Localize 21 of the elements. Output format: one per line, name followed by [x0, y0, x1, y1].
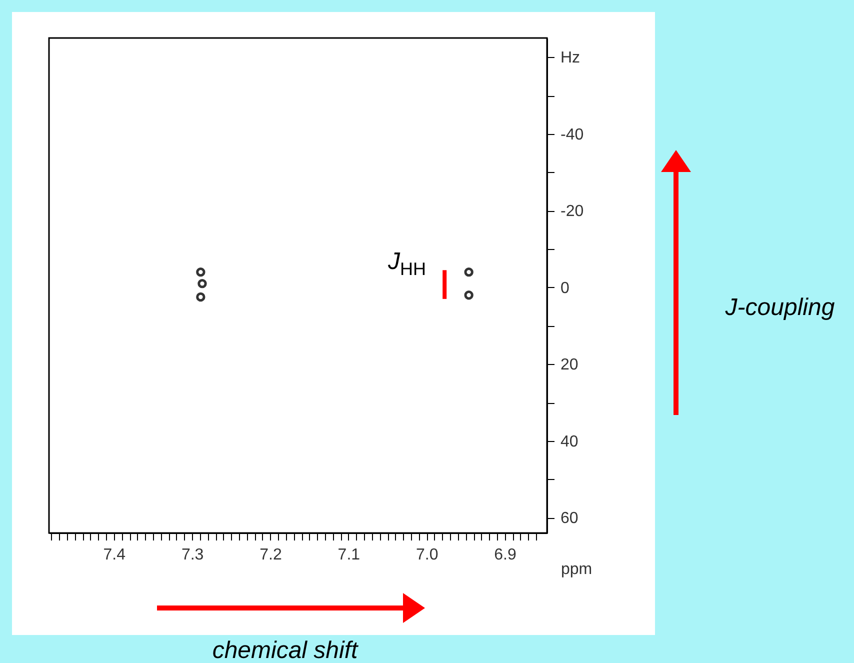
x-tick-label: 7.4: [103, 546, 126, 564]
x-tick-label: 7.1: [338, 546, 360, 564]
y-tick-label: Hz: [560, 50, 580, 67]
y-tick-label: 0: [560, 280, 570, 297]
x-tick-label: 7.0: [416, 546, 438, 564]
x-tick-label: 7.3: [181, 546, 204, 564]
y-tick-label: -20: [560, 203, 584, 220]
x-tick-label: 6.9: [494, 546, 516, 564]
point: [196, 292, 206, 302]
text: J-coupling: [724, 294, 836, 321]
x-axis-title: ppm: [561, 561, 592, 578]
y-tick-label: -40: [560, 126, 584, 144]
point: [196, 267, 206, 277]
text: chemical shift: [212, 637, 360, 663]
y-tick-label: 40: [560, 433, 578, 450]
x-tick-label: 7.2: [260, 546, 282, 564]
y-tick-label: 60: [560, 510, 578, 528]
point: [464, 267, 474, 277]
point: [464, 290, 474, 300]
point: [198, 278, 207, 288]
y-tick-label: 20: [560, 356, 578, 374]
